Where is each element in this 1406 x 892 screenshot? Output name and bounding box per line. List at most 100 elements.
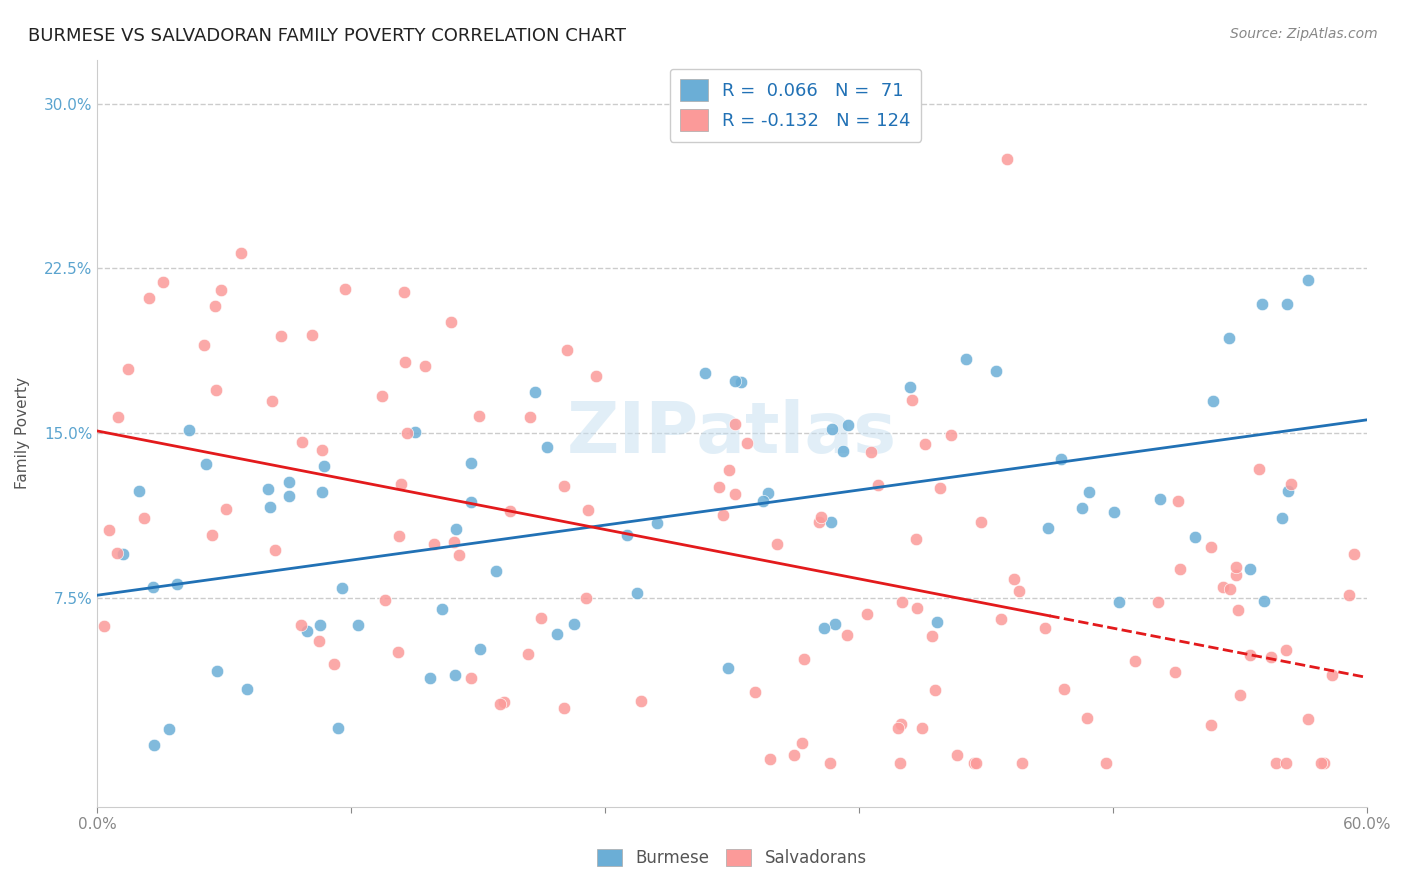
Point	[821, 422, 844, 436]
Point	[1225, 560, 1247, 574]
Point	[311, 442, 333, 457]
Point	[215, 502, 238, 516]
Point	[901, 392, 924, 407]
Point	[111, 547, 134, 561]
Point	[519, 409, 541, 424]
Point	[394, 355, 416, 369]
Point	[138, 291, 160, 305]
Point	[1008, 584, 1031, 599]
Point	[204, 299, 226, 313]
Point	[177, 423, 200, 437]
Point	[837, 628, 859, 642]
Point	[911, 722, 934, 736]
Point	[444, 522, 467, 536]
Point	[314, 458, 336, 473]
Point	[575, 591, 598, 606]
Point	[494, 695, 516, 709]
Point	[1277, 483, 1299, 498]
Point	[898, 379, 921, 393]
Text: ZIPatlas: ZIPatlas	[567, 399, 897, 467]
Point	[93, 619, 115, 633]
Point	[117, 361, 139, 376]
Point	[1011, 756, 1033, 770]
Point	[330, 582, 353, 596]
Point	[924, 683, 946, 698]
Point	[546, 627, 568, 641]
Point	[1070, 501, 1092, 516]
Point	[866, 477, 889, 491]
Point	[824, 616, 846, 631]
Point	[347, 617, 370, 632]
Point	[193, 338, 215, 352]
Point	[1275, 297, 1298, 311]
Point	[404, 425, 426, 439]
Point	[756, 486, 779, 500]
Point	[744, 685, 766, 699]
Point	[423, 537, 446, 551]
Point	[810, 510, 832, 524]
Point	[1322, 668, 1344, 682]
Point	[1271, 511, 1294, 525]
Point	[460, 671, 482, 685]
Point	[257, 482, 280, 496]
Point	[1002, 573, 1025, 587]
Point	[1275, 643, 1298, 657]
Point	[1250, 297, 1272, 311]
Point	[1146, 595, 1168, 609]
Point	[374, 593, 396, 607]
Point	[717, 463, 740, 477]
Point	[813, 621, 835, 635]
Point	[323, 657, 346, 672]
Point	[616, 527, 638, 541]
Point	[707, 481, 730, 495]
Point	[309, 618, 332, 632]
Point	[818, 756, 841, 770]
Point	[1108, 595, 1130, 609]
Legend: R =  0.066   N =  71, R = -0.132   N = 124: R = 0.066 N = 71, R = -0.132 N = 124	[669, 69, 921, 142]
Point	[970, 515, 993, 529]
Point	[194, 458, 217, 472]
Point	[576, 503, 599, 517]
Point	[389, 477, 412, 491]
Point	[430, 602, 453, 616]
Point	[889, 756, 911, 770]
Point	[1078, 484, 1101, 499]
Point	[1199, 540, 1222, 554]
Point	[128, 483, 150, 498]
Point	[1184, 530, 1206, 544]
Point	[311, 484, 333, 499]
Point	[333, 282, 356, 296]
Point	[860, 445, 883, 459]
Point	[142, 580, 165, 594]
Point	[387, 645, 409, 659]
Point	[499, 504, 522, 518]
Y-axis label: Family Poverty: Family Poverty	[15, 377, 30, 490]
Point	[887, 721, 910, 735]
Point	[793, 652, 815, 666]
Point	[1219, 582, 1241, 596]
Point	[955, 352, 977, 367]
Point	[645, 516, 668, 531]
Point	[724, 417, 747, 431]
Point	[388, 529, 411, 543]
Point	[201, 528, 224, 542]
Point	[166, 577, 188, 591]
Point	[1149, 491, 1171, 506]
Point	[326, 721, 349, 735]
Point	[236, 682, 259, 697]
Point	[1253, 594, 1275, 608]
Point	[766, 537, 789, 551]
Point	[205, 384, 228, 398]
Point	[717, 661, 740, 675]
Point	[737, 436, 759, 450]
Point	[724, 374, 747, 388]
Text: BURMESE VS SALVADORAN FAMILY POVERTY CORRELATION CHART: BURMESE VS SALVADORAN FAMILY POVERTY COR…	[28, 27, 626, 45]
Point	[209, 283, 232, 297]
Point	[995, 152, 1018, 166]
Point	[468, 642, 491, 657]
Point	[1168, 561, 1191, 575]
Point	[1202, 394, 1225, 409]
Point	[1264, 756, 1286, 770]
Point	[1279, 476, 1302, 491]
Point	[371, 389, 394, 403]
